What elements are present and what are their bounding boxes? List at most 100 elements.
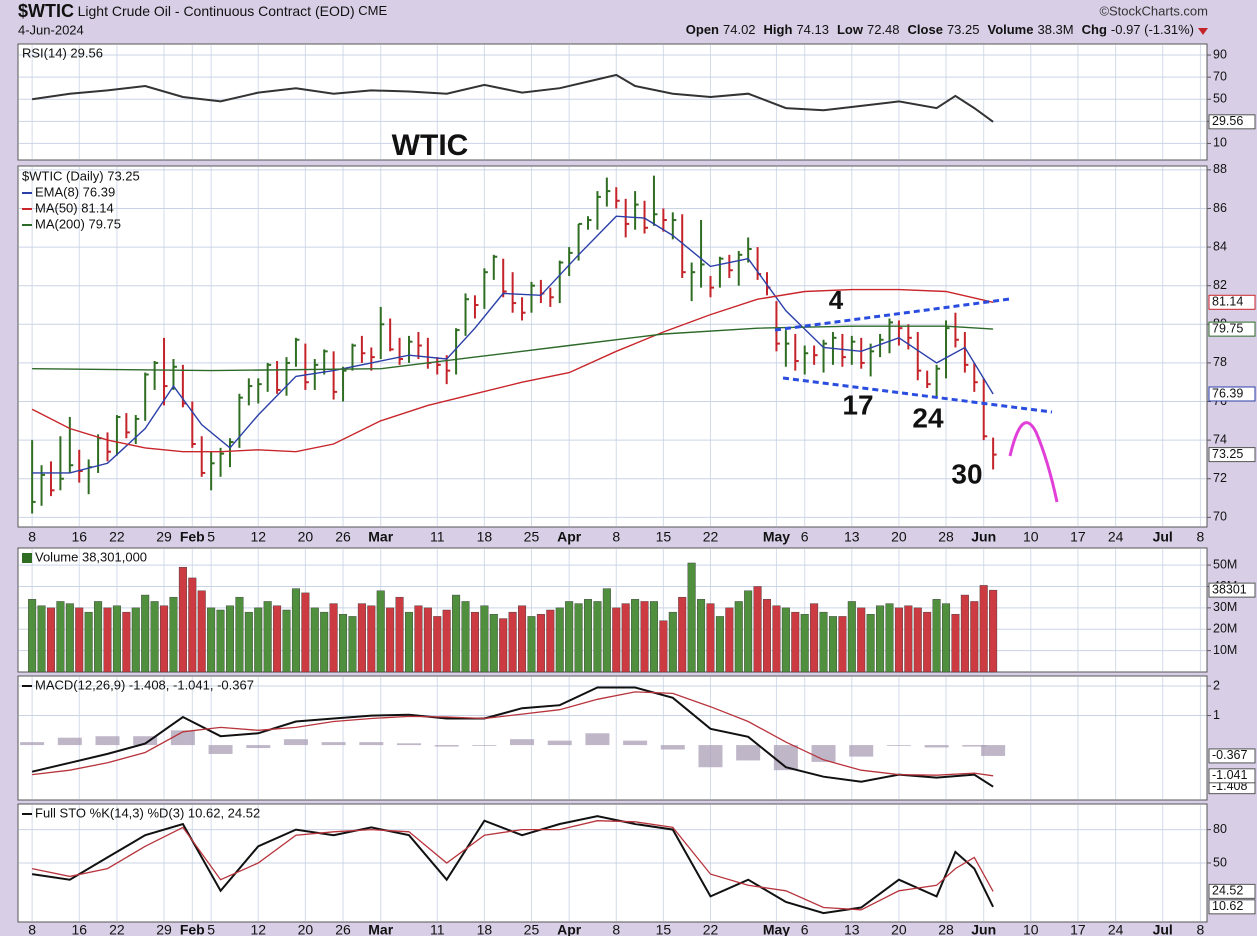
volume-bar (291, 588, 300, 673)
value-marker (1208, 899, 1256, 915)
volume-bar (37, 605, 46, 673)
volume-bar (150, 601, 159, 673)
volume-bar (866, 614, 875, 673)
value-marker-label: 38301 (1212, 582, 1247, 596)
quote-label: Chg (1082, 22, 1107, 37)
projection-arrow (1008, 421, 1059, 503)
annotation: WTIC (392, 129, 469, 162)
x-tick-label: Jun (971, 529, 996, 545)
x-tick-label: 13 (844, 529, 860, 545)
volume-bar (828, 616, 837, 673)
volume-bar (640, 601, 649, 673)
x-tick-label: 28 (938, 529, 954, 545)
legend-icon (22, 553, 32, 563)
trend-line (782, 376, 1053, 414)
volume-bar (499, 618, 508, 673)
volume-bar (612, 607, 621, 673)
volume-bar (979, 585, 988, 673)
value-marker-label: 76.39 (1212, 386, 1243, 400)
x-tick-label: 22 (109, 922, 125, 936)
y-tick-label: 20M (1213, 622, 1237, 636)
x-tick-label: 11 (430, 529, 445, 545)
volume-bar (725, 607, 734, 673)
volume-bar (584, 599, 593, 673)
volume-bar (433, 616, 442, 673)
x-tick-label: 20 (298, 922, 314, 936)
histogram-bar (321, 742, 346, 746)
y-tick-label: 50 (1213, 855, 1227, 869)
volume-bar (706, 603, 715, 673)
histogram-bar (359, 742, 384, 746)
volume-bar (329, 603, 338, 673)
histogram-bar (623, 740, 648, 746)
quote-value: 73.25 (947, 22, 980, 37)
histogram-bar (170, 730, 195, 746)
x-tick-label: May (763, 922, 790, 936)
x-tick-label: 12 (250, 529, 266, 545)
value-marker (1208, 883, 1256, 899)
x-tick-label: 16 (71, 922, 87, 936)
volume-bar (951, 614, 960, 673)
volume-bar (178, 567, 187, 673)
histogram-bar (20, 742, 45, 746)
volume-bar (263, 601, 272, 673)
x-tick-label: 12 (250, 922, 266, 936)
volume-bar (94, 601, 103, 673)
volume-bar (649, 601, 658, 673)
x-tick-label: 8 (1197, 922, 1205, 936)
histogram-bar (981, 745, 1006, 756)
price-panel (17, 165, 1208, 528)
x-tick-label: 25 (524, 922, 540, 936)
y-tick-label: 82 (1213, 278, 1227, 292)
volume-bar (678, 596, 687, 673)
y-tick-label: 50 (1213, 92, 1227, 106)
x-tick-label: 10 (1023, 529, 1039, 545)
volume-bar (555, 607, 564, 673)
quote-value: 38.3M (1037, 22, 1073, 37)
histogram-bar (547, 740, 572, 746)
legend-label: Volume 38,301,000 (35, 549, 147, 564)
volume-bar (310, 607, 319, 673)
volume-bar (131, 607, 140, 673)
volume-bar (697, 599, 706, 673)
volume-bar (857, 607, 866, 673)
volume-bar (207, 607, 216, 673)
histogram-bar (585, 733, 610, 746)
volume-bar (489, 614, 498, 673)
volume-bar (461, 601, 470, 673)
histogram-bar (57, 737, 82, 746)
x-tick-label: 20 (891, 922, 907, 936)
y-tick-label: 70 (1213, 510, 1227, 524)
series-line (31, 686, 994, 788)
volume-bar (734, 601, 743, 673)
volume-bar (838, 616, 847, 673)
histogram-bar (962, 745, 987, 747)
x-tick-label: 24 (1108, 922, 1124, 936)
volume-bar (452, 594, 461, 673)
histogram-bar (736, 745, 761, 761)
quote-value: 72.48 (867, 22, 900, 37)
volume-bar (602, 588, 611, 673)
volume-bar (904, 605, 913, 673)
x-tick-label: 26 (335, 529, 351, 545)
volume-bar (631, 599, 640, 673)
volume-bar (932, 599, 941, 673)
quote-label: Open (686, 22, 719, 37)
y-tick-label: 30M (1213, 600, 1237, 614)
volume-bar (46, 607, 55, 673)
volume-bar (225, 605, 234, 673)
value-marker-label: -1.041 (1212, 768, 1247, 782)
volume-bar (56, 601, 65, 673)
volume-bar (913, 607, 922, 673)
volume-bar (273, 605, 282, 673)
histogram-bar (434, 745, 459, 747)
volume-bar (960, 594, 969, 673)
volume-bar (103, 607, 112, 673)
quote-value: -0.97 (-1.31%) (1111, 22, 1194, 37)
legend-label: $WTIC (Daily) 73.25 (22, 168, 140, 183)
volume-bar (320, 611, 329, 673)
x-tick-label: Mar (368, 922, 393, 936)
volume-bar (386, 607, 395, 673)
volume-bar (659, 620, 668, 673)
